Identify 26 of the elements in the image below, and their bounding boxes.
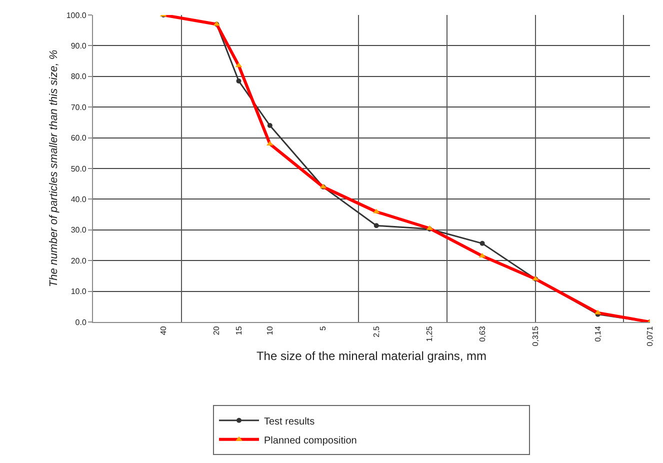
x-tick-label: 0,315 [531,326,540,346]
y-tick-label: 100.0 [66,10,87,20]
legend-label: Planned composition [264,435,357,446]
x-tick-label: 5 [318,326,328,331]
y-tick-label: 70.0 [70,102,87,112]
y-tick-label: 10.0 [70,287,87,296]
x-tick-label: 0,63 [478,326,487,342]
y-axis-title: The number of particles smaller than this size, % [48,50,60,288]
y-tick-label: 80.0 [70,72,87,82]
y-tick-label: 50.0 [70,164,87,174]
x-tick-label: 20 [212,326,222,336]
y-tick-label: 40.0 [70,195,87,204]
y-tick-label: 30.0 [70,226,87,235]
y-tick-label: 90.0 [70,42,87,50]
y-tick-label: 20.0 [70,256,87,266]
y-tick-label: 0.0 [75,318,87,327]
x-tick-label: 2,5 [372,326,381,338]
x-tick-label: 1,25 [425,326,434,342]
legend-label: Test results [264,416,315,428]
x-axis-title: The size of the mineral material grains, mm [256,349,487,364]
x-tick-label: 10 [266,326,274,336]
x-tick-label: 15 [234,326,244,336]
x-tick-label: 0,071 [646,326,655,346]
y-tick-label: 60.0 [70,134,87,143]
x-tick-label: 0,14 [593,326,602,342]
x-tick-label: 40 [158,326,168,336]
